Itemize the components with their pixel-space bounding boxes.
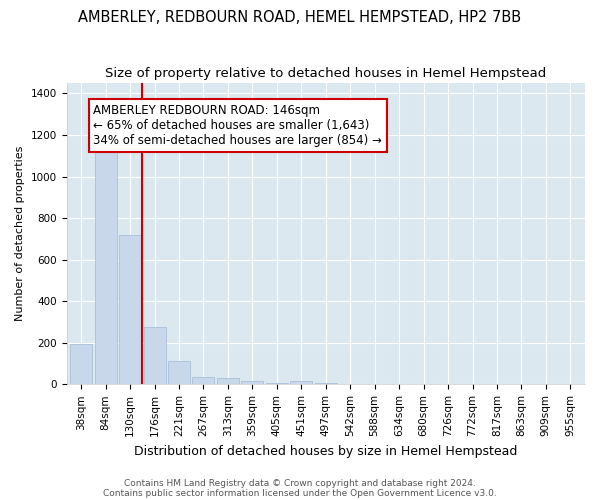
- Bar: [217, 378, 239, 384]
- Bar: [193, 377, 214, 384]
- Title: Size of property relative to detached houses in Hemel Hempstead: Size of property relative to detached ho…: [105, 68, 547, 80]
- Bar: [290, 381, 313, 384]
- Y-axis label: Number of detached properties: Number of detached properties: [15, 146, 25, 322]
- X-axis label: Distribution of detached houses by size in Hemel Hempstead: Distribution of detached houses by size …: [134, 444, 517, 458]
- Text: Contains HM Land Registry data © Crown copyright and database right 2024.: Contains HM Land Registry data © Crown c…: [124, 478, 476, 488]
- Bar: [70, 344, 92, 385]
- Bar: [95, 146, 116, 384]
- Bar: [143, 327, 166, 384]
- Bar: [168, 362, 190, 384]
- Text: AMBERLEY REDBOURN ROAD: 146sqm
← 65% of detached houses are smaller (1,643)
34% : AMBERLEY REDBOURN ROAD: 146sqm ← 65% of …: [94, 104, 382, 147]
- Text: Contains public sector information licensed under the Open Government Licence v3: Contains public sector information licen…: [103, 488, 497, 498]
- Bar: [241, 381, 263, 384]
- Bar: [119, 234, 141, 384]
- Text: AMBERLEY, REDBOURN ROAD, HEMEL HEMPSTEAD, HP2 7BB: AMBERLEY, REDBOURN ROAD, HEMEL HEMPSTEAD…: [79, 10, 521, 25]
